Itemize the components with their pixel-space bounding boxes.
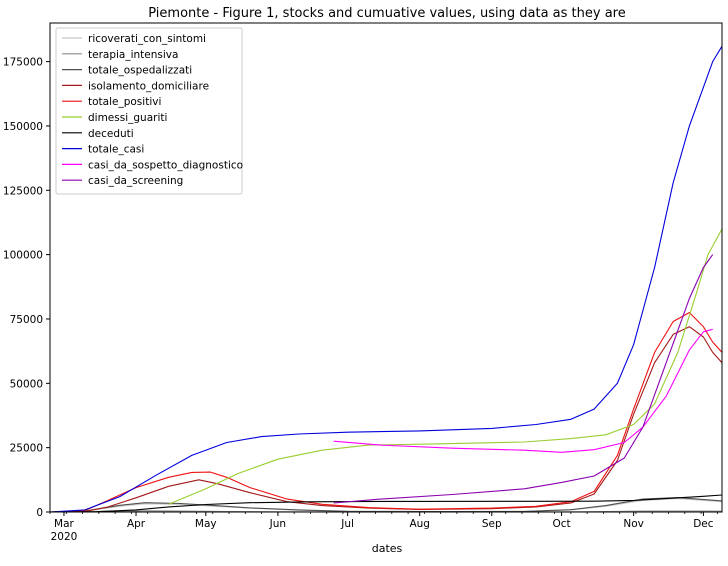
y-tick-label: 125000 xyxy=(3,185,43,197)
x-tick-label: Mar xyxy=(54,518,74,530)
y-tick-label: 100000 xyxy=(3,250,43,262)
x-tick-label: Aug xyxy=(409,518,430,530)
legend-label-totale-ospedalizzati: totale_ospedalizzati xyxy=(88,65,192,77)
series-line-isolamento-domiciliare xyxy=(49,326,723,513)
legend-label-dimessi-guariti: dimessi_guariti xyxy=(88,112,167,124)
x-tick-label: Oct xyxy=(552,518,570,530)
x-tick-label: Jul xyxy=(340,518,354,530)
series-line-totale-positivi xyxy=(49,311,723,513)
legend-label-deceduti: deceduti xyxy=(88,128,134,140)
series-line-casi-da-screening xyxy=(333,254,714,504)
y-tick-label: 175000 xyxy=(3,57,43,69)
series-line-dimessi-guariti xyxy=(168,228,723,505)
x-axis-label: dates xyxy=(372,542,403,555)
plot-frame xyxy=(49,22,723,513)
legend-label-casi-da-sospetto-diagnostico: casi_da_sospetto_diagnostico xyxy=(88,159,243,171)
x-tick-label: Apr xyxy=(127,518,146,530)
legend: ricoverati_con_sintomi terapia_intensivat… xyxy=(55,27,243,195)
y-tick-label: 50000 xyxy=(10,378,43,390)
y-axis: 0 25000 50000 75000 100000 125000 150000 175000 xyxy=(3,57,50,519)
series-line-casi-da-sospetto-diagnostico xyxy=(333,328,713,453)
x-tick-label: Jun xyxy=(269,518,286,530)
legend-label-isolamento-domiciliare: isolamento_domiciliare xyxy=(88,80,209,92)
x-tick-label: May xyxy=(195,518,217,530)
legend-label-terapia-intensiva: terapia_intensiva xyxy=(88,49,178,61)
chart-title: Piemonte - Figure 1, stocks and cumuativ… xyxy=(148,6,625,21)
y-tick-label: 0 xyxy=(36,507,43,519)
y-tick-label: 150000 xyxy=(3,121,43,133)
series-lines xyxy=(49,45,723,513)
legend-label-totale-casi: totale_casi xyxy=(88,144,144,156)
legend-box xyxy=(55,27,243,195)
legend-label-totale-positivi: totale_positivi xyxy=(88,96,161,108)
series-line-totale-ospedalizzati xyxy=(49,497,723,513)
legend-label-casi-da-screening: casi_da_screening xyxy=(88,175,183,187)
y-tick-label: 75000 xyxy=(10,314,43,326)
series-line-totale-casi xyxy=(49,45,723,513)
x-tick-label: Sep xyxy=(482,518,502,530)
x-tick-label: Dec xyxy=(693,518,714,530)
x-tick-sublabel: 2020 xyxy=(51,531,78,543)
legend-label-ricoverati-con-sintomi: ricoverati_con_sintomi xyxy=(88,33,206,45)
y-tick-label: 25000 xyxy=(10,443,43,455)
x-tick-label: Nov xyxy=(623,518,644,530)
